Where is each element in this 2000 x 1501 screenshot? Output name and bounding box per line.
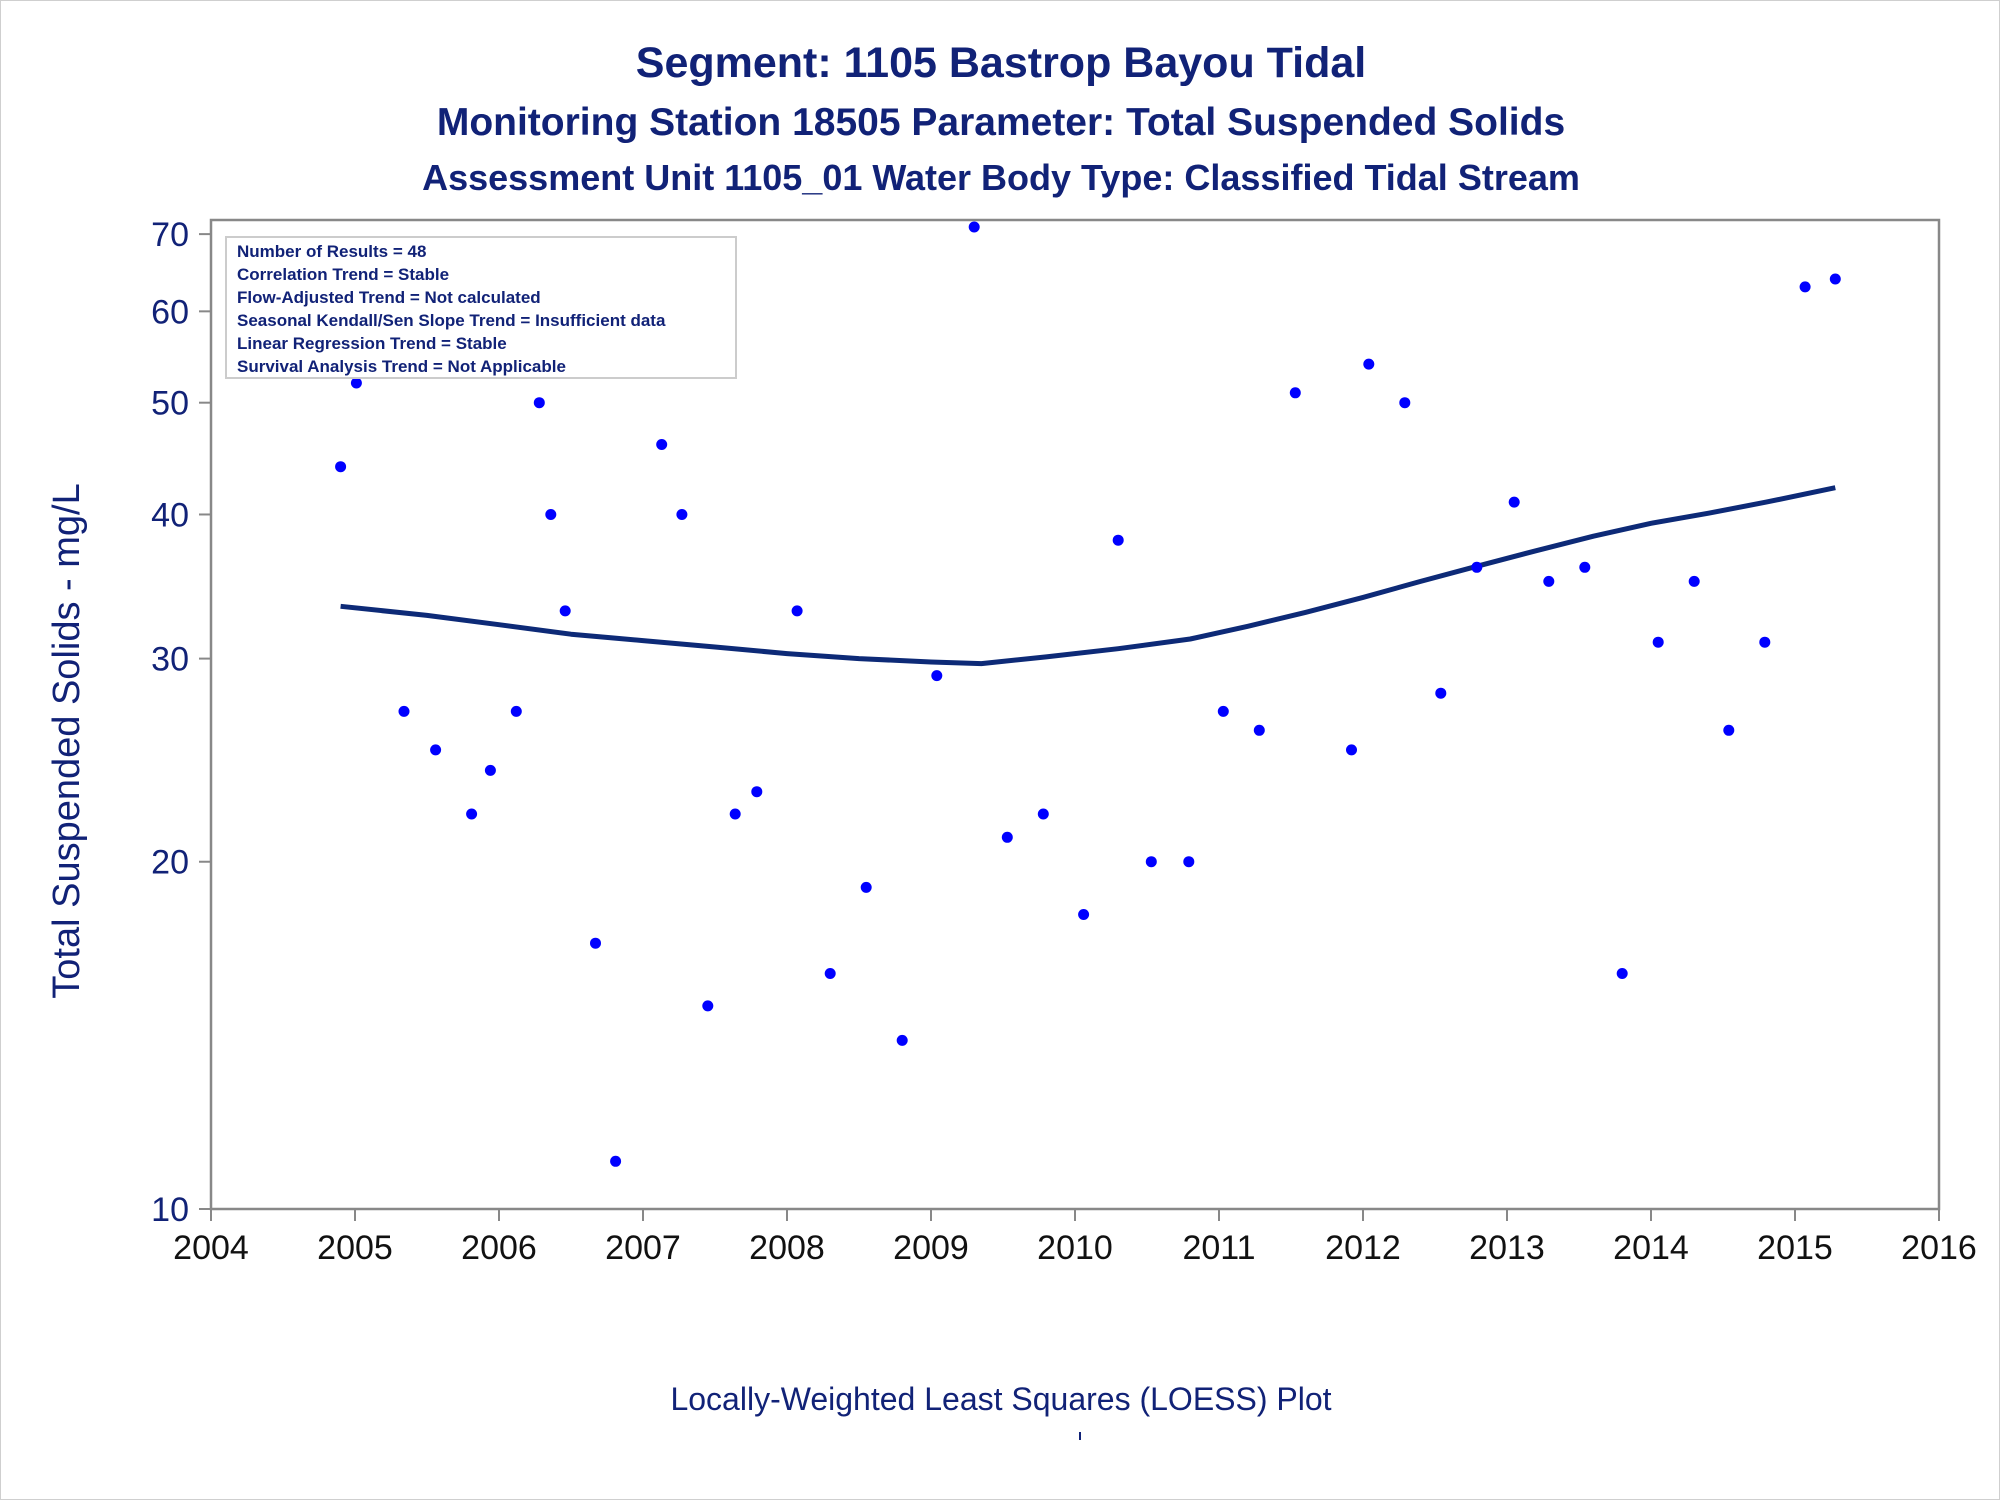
- data-point: [1346, 744, 1357, 756]
- data-point: [1112, 534, 1124, 546]
- y-tick-label: 70: [151, 216, 189, 254]
- data-point: [1508, 496, 1520, 508]
- data-point: [1652, 636, 1664, 648]
- stats-line: Number of Results = 48: [237, 242, 426, 261]
- x-tick-label: 2007: [605, 1229, 681, 1267]
- x-tick-label: 2013: [1469, 1229, 1545, 1267]
- data-point: [896, 1034, 908, 1046]
- loess-line: [340, 485, 1836, 667]
- stats-line: Seasonal Kendall/Sen Slope Trend = Insuf…: [237, 311, 666, 330]
- x-tick-label: 2006: [461, 1229, 537, 1267]
- chart-title: Segment: 1105 Bastrop Bayou Tidal: [635, 39, 1367, 87]
- y-tick-label: 50: [151, 385, 189, 423]
- data-point: [860, 881, 872, 893]
- stats-box-border: [225, 236, 737, 379]
- stats-line: Survival Analysis Trend = Not Applicable: [237, 357, 566, 376]
- data-point: [484, 764, 496, 776]
- x-tick-label: 2008: [749, 1229, 825, 1267]
- x-tick-label: 2011: [1182, 1229, 1255, 1267]
- data-point: [533, 397, 545, 409]
- y-tick-label: 30: [151, 641, 189, 679]
- stats-line: Flow-Adjusted Trend = Not calculated: [237, 288, 541, 307]
- data-point: [676, 509, 688, 520]
- x-tick-label: 2009: [893, 1229, 969, 1267]
- data-point: [545, 509, 557, 520]
- data-point: [1471, 561, 1483, 573]
- chart-subtitle: Monitoring Station 18505 Parameter: Tota…: [436, 101, 1566, 144]
- data-point: [335, 461, 347, 473]
- data-point: [510, 705, 522, 717]
- x-tick-label: 2014: [1613, 1229, 1689, 1267]
- data-point: [791, 605, 803, 617]
- y-tick-label: 60: [151, 293, 189, 331]
- data-point: [1688, 575, 1700, 587]
- data-point: [1399, 397, 1411, 409]
- data-point: [430, 744, 442, 756]
- x-tick-label: 2010: [1037, 1229, 1113, 1267]
- data-point: [1001, 831, 1013, 843]
- data-point: [559, 605, 571, 617]
- data-point: [466, 808, 478, 820]
- data-point: [1723, 724, 1735, 736]
- footnote-marker: [1079, 1432, 1081, 1440]
- data-point: [1435, 687, 1447, 699]
- data-point: [398, 705, 410, 717]
- y-tick-label: 40: [151, 496, 189, 534]
- data-point: [1579, 561, 1591, 573]
- axes: 2004 2005 2006 2007 2008 2009 2010 2011 2012 2013…: [151, 216, 1977, 1267]
- data-points: [335, 221, 1841, 1167]
- data-point: [702, 1000, 714, 1012]
- data-point: [931, 670, 943, 682]
- data-point: [968, 221, 980, 233]
- data-point: [1829, 273, 1841, 285]
- data-point: [1183, 856, 1195, 868]
- data-point: [1037, 808, 1049, 820]
- data-point: [751, 786, 763, 798]
- y-axis-label: Total Suspended Solids - mg/L: [46, 483, 88, 998]
- data-point: [610, 1155, 622, 1167]
- x-tick-label: 2016: [1901, 1229, 1977, 1267]
- data-point: [1759, 636, 1771, 648]
- x-tick-label: 2015: [1757, 1229, 1833, 1267]
- data-point: [350, 377, 362, 389]
- chart-subtitle-2: Assessment Unit 1105_01 Water Body Type:…: [422, 157, 1580, 198]
- x-tick-label: 2004: [173, 1229, 249, 1267]
- data-point: [1289, 387, 1301, 399]
- data-point: [729, 808, 741, 820]
- data-point: [1253, 724, 1265, 736]
- x-tick-label: 2005: [317, 1229, 393, 1267]
- stats-line: Correlation Trend = Stable: [237, 265, 449, 284]
- stats-line: Linear Regression Trend = Stable: [237, 334, 507, 353]
- data-point: [1078, 909, 1090, 920]
- loess-trend: [340, 485, 1836, 667]
- data-point: [824, 968, 836, 979]
- chart-footnote: Locally-Weighted Least Squares (LOESS) P…: [670, 1381, 1332, 1417]
- data-point: [1616, 968, 1628, 979]
- x-tick-label: 2012: [1325, 1229, 1401, 1267]
- data-point: [1543, 575, 1555, 587]
- data-point: [1217, 705, 1229, 717]
- data-point: [1799, 281, 1811, 293]
- data-point: [656, 439, 668, 450]
- data-point: [1363, 358, 1375, 370]
- y-tick-label: 10: [151, 1191, 189, 1229]
- y-tick-label: 20: [151, 844, 189, 882]
- stats-box: Number of Results = 48 Correlation Trend …: [225, 236, 737, 379]
- data-point: [590, 937, 601, 949]
- data-point: [1145, 856, 1157, 868]
